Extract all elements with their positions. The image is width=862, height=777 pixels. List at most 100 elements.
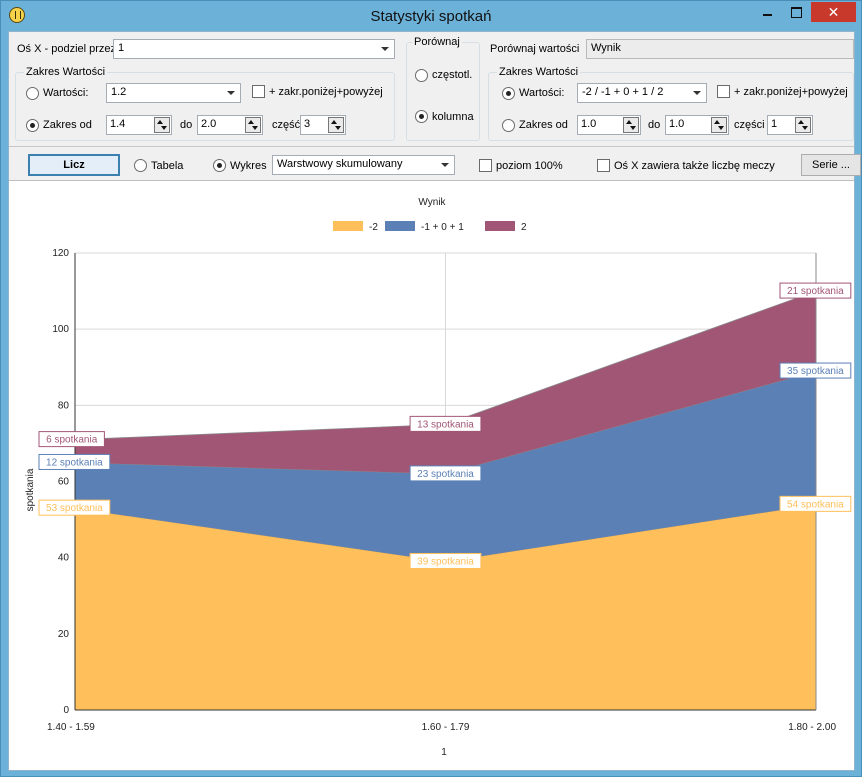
y-tick-label: 40 [58,553,70,564]
range-to-spinner-right[interactable]: 1.0 [665,115,729,135]
x-axis-title: 1 [441,747,447,758]
data-label-box [779,495,852,512]
level-100-checkbox[interactable] [479,159,492,172]
compare-column-radio[interactable] [415,110,428,123]
compare-frequency-radio[interactable] [415,69,428,82]
data-label-text: 39 spotkania [417,556,474,567]
compare-group: Porównaj częstotl. kolumna [406,36,480,141]
compare-values-value: Wynik [591,42,621,54]
spinner-arrows-icon[interactable] [154,117,170,133]
spinner-arrows-icon[interactable] [711,117,727,133]
extend-range-checkbox-right[interactable] [717,85,730,98]
range-radio-right[interactable] [502,119,515,132]
extend-range-label-right: + zakr.poniżej+powyżej [734,86,848,98]
parts-label-right: części [734,119,765,131]
chart-panel: 0 20 40 60 80 100 120 1.40 - 1.59 1.60 - 1.79 1.8… [9,180,854,770]
spinner-arrows-icon[interactable] [795,117,811,133]
range-from-value-left: 1.4 [110,118,126,130]
parts-spinner-right[interactable]: 1 [767,115,813,135]
data-label-box [38,431,105,448]
compare-values-select[interactable]: Wynik [586,39,854,59]
xaxis-count-checkbox[interactable] [597,159,610,172]
series-button[interactable]: Serie ... [801,154,861,176]
data-label-box [409,415,482,432]
chevron-down-icon [441,163,449,167]
legend-swatch [485,221,515,231]
legend-item: -1 + 0 + 1 [385,221,464,233]
data-label-box [779,362,852,379]
range-to-value-left: 2.0 [201,118,217,130]
area-series-2 [75,291,816,474]
chart-type-select[interactable]: Warstwowy skumulowany [272,155,455,175]
legend-swatch [385,221,415,231]
values-radio-left[interactable] [26,87,39,100]
spinner-arrows-icon[interactable] [623,117,639,133]
data-label: 54 spotkania [779,495,852,512]
chevron-down-icon [381,47,389,51]
data-label-text: 53 spotkania [46,503,103,514]
range-from-spinner-left[interactable]: 1.4 [106,115,172,135]
range-radio-left[interactable] [26,119,39,132]
range-to-spinner-left[interactable]: 2.0 [197,115,263,135]
spinner-arrows-icon[interactable] [245,117,261,133]
client-area: Oś X - podziel przez 1 Zakres Wartości W… [8,31,861,771]
chart-radio[interactable] [213,159,226,172]
data-label: 39 spotkania [409,552,482,569]
chevron-down-icon [693,91,701,95]
compare-values-label: Porównaj wartości [490,43,580,55]
title-bar[interactable]: Statystyki spotkań ✕ [1,1,861,31]
y-tick-label: 100 [52,324,69,335]
values-select-right[interactable]: -2 / -1 + 0 + 1 / 2 [577,83,707,103]
close-icon[interactable]: ✕ [811,2,856,22]
range-from-value-right: 1.0 [581,118,597,130]
axis-divide-select[interactable]: 1 [113,39,395,59]
legend-item: 2 [485,221,527,233]
values-label-left: Wartości: [43,87,89,99]
data-label-box [38,453,111,470]
range-to-value-right: 1.0 [669,118,685,130]
calculate-button[interactable]: Licz [28,154,120,176]
extend-range-label-left: + zakr.poniżej+powyżej [269,86,383,98]
table-label: Tabela [151,160,184,172]
data-label: 21 spotkania [779,282,852,299]
parts-spinner-left[interactable]: 3 [300,115,346,135]
maximize-icon[interactable] [782,2,810,22]
range-to-label-right: do [648,119,661,131]
spinner-arrows-icon[interactable] [328,117,344,133]
compare-group-title: Porównaj [412,36,462,48]
chart-label: Wykres [230,160,267,172]
data-label-text: 21 spotkania [787,286,844,297]
data-label: 23 spotkania [409,465,482,482]
range-from-label-right: Zakres od [519,119,568,131]
xaxis-count-label: Oś X zawiera także liczbę meczy [614,160,775,172]
data-label-box [409,465,482,482]
values-radio-right[interactable] [502,87,515,100]
data-label-text: 23 spotkania [417,469,474,480]
range-group-right: Zakres Wartości Wartości: -2 / -1 + 0 + … [488,66,854,141]
values-label-right: Wartości: [519,87,565,99]
legend-label: -1 + 0 + 1 [421,222,464,233]
area-series-0 [75,504,816,710]
y-tick-label: 60 [58,477,70,488]
values-value-right: -2 / -1 + 0 + 1 / 2 [582,86,664,98]
stacked-area-chart: 0 20 40 60 80 100 120 1.40 - 1.59 1.60 - 1.79 1.8… [25,197,852,758]
range-from-label-left: Zakres od [43,119,92,131]
data-label: 6 spotkania [38,431,105,448]
range-from-spinner-right[interactable]: 1.0 [577,115,641,135]
y-tick-label: 80 [58,400,70,411]
data-label-box [779,282,852,299]
parts-label-left: część [272,119,301,131]
values-value-left: 1.2 [111,86,127,98]
data-label: 53 spotkania [38,499,111,516]
area-series-1 [75,371,816,562]
compare-column-label: kolumna [432,111,474,123]
extend-range-checkbox-left[interactable] [252,85,265,98]
values-select-left[interactable]: 1.2 [106,83,241,103]
chart-title: Wynik [418,197,446,208]
table-radio[interactable] [134,159,147,172]
data-label-box [38,499,111,516]
x-tick-label: 1.40 - 1.59 [47,722,95,733]
axis-divide-label: Oś X - podziel przez [17,43,117,55]
data-label-text: 35 spotkania [787,366,844,377]
minimize-icon[interactable] [753,2,781,22]
